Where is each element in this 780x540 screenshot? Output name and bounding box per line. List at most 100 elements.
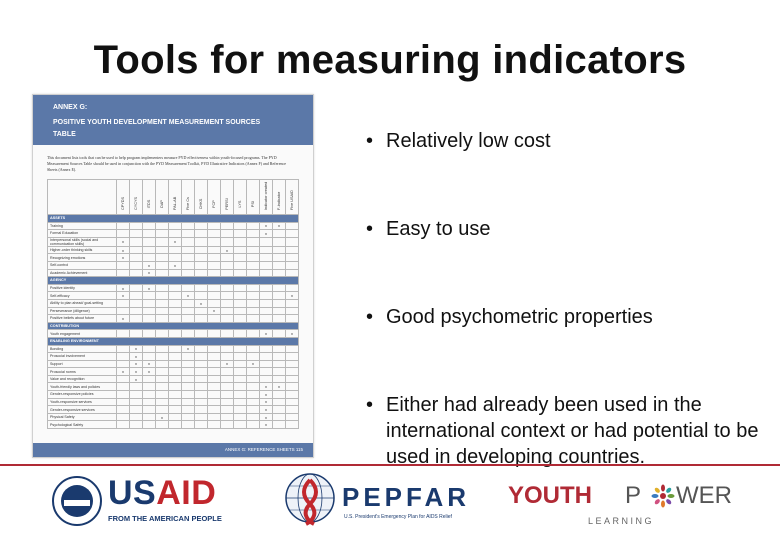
- table-cell: [142, 314, 156, 323]
- table-cell: [220, 397, 234, 407]
- table-cell: [207, 390, 221, 399]
- table-cell: [181, 306, 195, 316]
- table-column-label: CHKS: [199, 198, 203, 210]
- table-row-label: Youth-friendly laws and policies: [47, 382, 117, 392]
- table-cell: [272, 298, 286, 308]
- table-cell: x: [272, 221, 286, 231]
- table-cell: [233, 314, 247, 323]
- table-section-label: ASSETS: [47, 214, 299, 223]
- table-cell: x: [116, 367, 130, 376]
- table-cell: [233, 359, 247, 369]
- table-cell: [272, 260, 286, 270]
- table-cell: [207, 253, 221, 262]
- table-cell: [155, 268, 169, 278]
- table-section-row: ENABLING ENVIRONMENT: [47, 336, 299, 346]
- bullet-item: • Good psychometric properties: [366, 304, 776, 330]
- bullet-text: Either had already been used in the inte…: [386, 394, 759, 468]
- table-cell: [116, 221, 130, 231]
- table-cell: [220, 221, 234, 231]
- usaid-wordmark: USAID: [108, 476, 216, 510]
- table-cell: [272, 352, 286, 361]
- table-cell: [207, 405, 221, 414]
- table-section-label: AGENCY: [47, 276, 299, 285]
- table-cell: x: [259, 390, 273, 399]
- document-thumbnail: ANNEX G: POSITIVE YOUTH DEVELOPMENT MEAS…: [32, 94, 314, 458]
- table-cell: [155, 260, 169, 270]
- table-cell: [259, 298, 273, 308]
- table-cell: [259, 253, 273, 262]
- table-cell: [181, 260, 195, 270]
- table-cell: [207, 359, 221, 369]
- table-cell: [168, 382, 182, 392]
- table-cell: [194, 306, 208, 316]
- table-cell: [207, 298, 221, 308]
- table-section-label: ENABLING ENVIRONMENT: [47, 336, 299, 346]
- table-cell: [259, 260, 273, 270]
- table-cell: [285, 229, 299, 238]
- table-column-header: PSI: [246, 179, 260, 215]
- table-row-label: Higher-order thinking skills: [47, 245, 117, 255]
- table-cell: x: [129, 359, 143, 369]
- table-row-label: Academic Achievement: [47, 268, 117, 278]
- table-row: Formal Education x: [47, 229, 299, 238]
- table-cell: [168, 291, 182, 300]
- table-cell: [220, 260, 234, 270]
- table-section-row: AGENCY: [47, 276, 299, 285]
- table-cell: [220, 382, 234, 392]
- table-cell: [285, 283, 299, 293]
- table-cell: x: [116, 236, 130, 247]
- table-cell: [285, 306, 299, 316]
- bullet-text: Easy to use: [386, 218, 491, 240]
- pepfar-wordmark: PEPFAR: [342, 482, 471, 512]
- table-cell: [181, 390, 195, 399]
- footer-separator: [0, 464, 780, 466]
- usaid-word-aid: AID: [156, 474, 217, 512]
- table-cell: [155, 314, 169, 323]
- table-cell: [272, 367, 286, 376]
- table-row: Gender-responsive policies x: [47, 390, 299, 399]
- table-cell: [142, 390, 156, 399]
- table-cell: [168, 344, 182, 354]
- table-row: Gender-responsive services x: [47, 405, 299, 414]
- table-cell: [272, 268, 286, 278]
- table-cell: [207, 314, 221, 323]
- table-cell: [181, 298, 195, 308]
- table-cell: [142, 329, 156, 338]
- table-row-label: Self-control: [47, 260, 117, 270]
- table-cell: [233, 352, 247, 361]
- table-cell: [272, 229, 286, 238]
- table-cell: [259, 236, 273, 247]
- table-row-label: Youth-responsive services: [47, 397, 117, 407]
- table-cell: [272, 420, 286, 430]
- table-row: Prosocial involvement x: [47, 352, 299, 361]
- table-section-label: CONTRIBUTION: [47, 321, 299, 331]
- table-cell: [116, 397, 130, 407]
- table-cell: [194, 359, 208, 369]
- table-cell: [220, 314, 234, 323]
- table-column-header: LYS: [233, 179, 247, 215]
- table-column-header: Five USAID: [285, 179, 299, 215]
- table-cell: [129, 283, 143, 293]
- table-cell: [272, 245, 286, 255]
- table-cell: [129, 260, 143, 270]
- table-cell: [207, 374, 221, 384]
- table-cell: [272, 344, 286, 354]
- table-cell: [285, 253, 299, 262]
- table-row-label: Interpersonal skills (social and communi…: [47, 236, 117, 247]
- table-cell: [155, 352, 169, 361]
- table-cell: [168, 374, 182, 384]
- table-row-label: Ability to plan ahead/ goal-setting: [47, 298, 117, 308]
- table-cell: [155, 253, 169, 262]
- table-cell: [168, 405, 182, 414]
- table-cell: [194, 236, 208, 247]
- table-cell: [155, 344, 169, 354]
- table-cell: [246, 306, 260, 316]
- table-cell: [285, 352, 299, 361]
- table-row: Psychological Safety x: [47, 420, 299, 430]
- table-column-header: F-Indicator: [272, 179, 286, 215]
- table-cell: [220, 298, 234, 308]
- table-cell: [129, 382, 143, 392]
- table-cell: x: [272, 382, 286, 392]
- table-cell: [259, 268, 273, 278]
- table-cell: [259, 291, 273, 300]
